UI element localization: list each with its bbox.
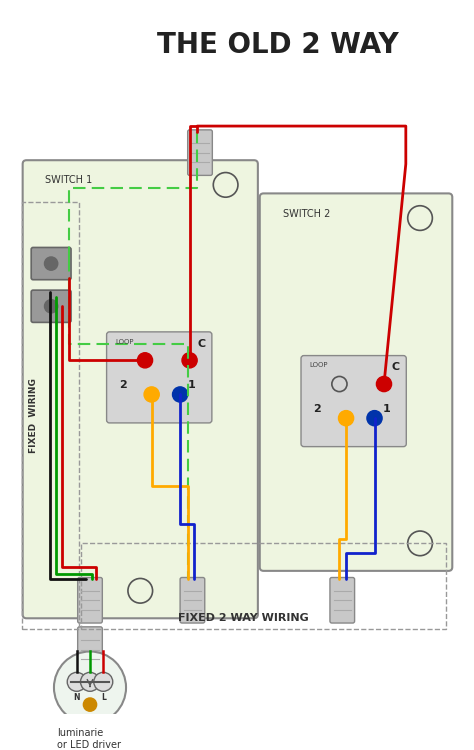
Circle shape bbox=[67, 672, 86, 692]
Text: LOOP: LOOP bbox=[310, 362, 328, 368]
Text: 1: 1 bbox=[383, 404, 390, 414]
Text: FIXED 2 WAY WIRING: FIXED 2 WAY WIRING bbox=[178, 613, 309, 623]
Text: luminarie
or LED driver: luminarie or LED driver bbox=[57, 728, 121, 750]
Circle shape bbox=[338, 410, 354, 426]
Text: FIXED  WIRING: FIXED WIRING bbox=[28, 378, 37, 453]
Text: THE OLD 2 WAY: THE OLD 2 WAY bbox=[157, 32, 399, 59]
FancyBboxPatch shape bbox=[23, 160, 258, 618]
FancyBboxPatch shape bbox=[78, 578, 102, 623]
Circle shape bbox=[45, 257, 58, 270]
FancyBboxPatch shape bbox=[260, 194, 452, 571]
FancyBboxPatch shape bbox=[78, 627, 102, 672]
Text: SWITCH 1: SWITCH 1 bbox=[46, 176, 93, 185]
FancyBboxPatch shape bbox=[330, 578, 355, 623]
Text: SWITCH 2: SWITCH 2 bbox=[283, 209, 330, 218]
FancyBboxPatch shape bbox=[31, 290, 71, 322]
FancyBboxPatch shape bbox=[301, 356, 406, 447]
Text: C: C bbox=[392, 362, 400, 372]
Circle shape bbox=[83, 698, 97, 711]
Circle shape bbox=[54, 652, 126, 724]
Text: L: L bbox=[101, 693, 106, 702]
Circle shape bbox=[94, 672, 113, 692]
Circle shape bbox=[182, 352, 197, 368]
Circle shape bbox=[144, 387, 159, 402]
Circle shape bbox=[81, 672, 100, 692]
Text: C: C bbox=[197, 338, 205, 349]
Circle shape bbox=[173, 387, 188, 402]
Text: 1: 1 bbox=[188, 380, 196, 390]
Text: 2: 2 bbox=[313, 404, 321, 414]
Text: LOOP: LOOP bbox=[115, 338, 134, 344]
Circle shape bbox=[137, 352, 153, 368]
FancyBboxPatch shape bbox=[188, 130, 212, 176]
FancyBboxPatch shape bbox=[107, 332, 212, 423]
Circle shape bbox=[45, 299, 58, 313]
Text: N: N bbox=[73, 693, 80, 702]
Circle shape bbox=[367, 410, 382, 426]
FancyBboxPatch shape bbox=[180, 578, 205, 623]
Circle shape bbox=[376, 376, 392, 392]
FancyBboxPatch shape bbox=[31, 248, 71, 280]
Text: 2: 2 bbox=[119, 380, 127, 390]
